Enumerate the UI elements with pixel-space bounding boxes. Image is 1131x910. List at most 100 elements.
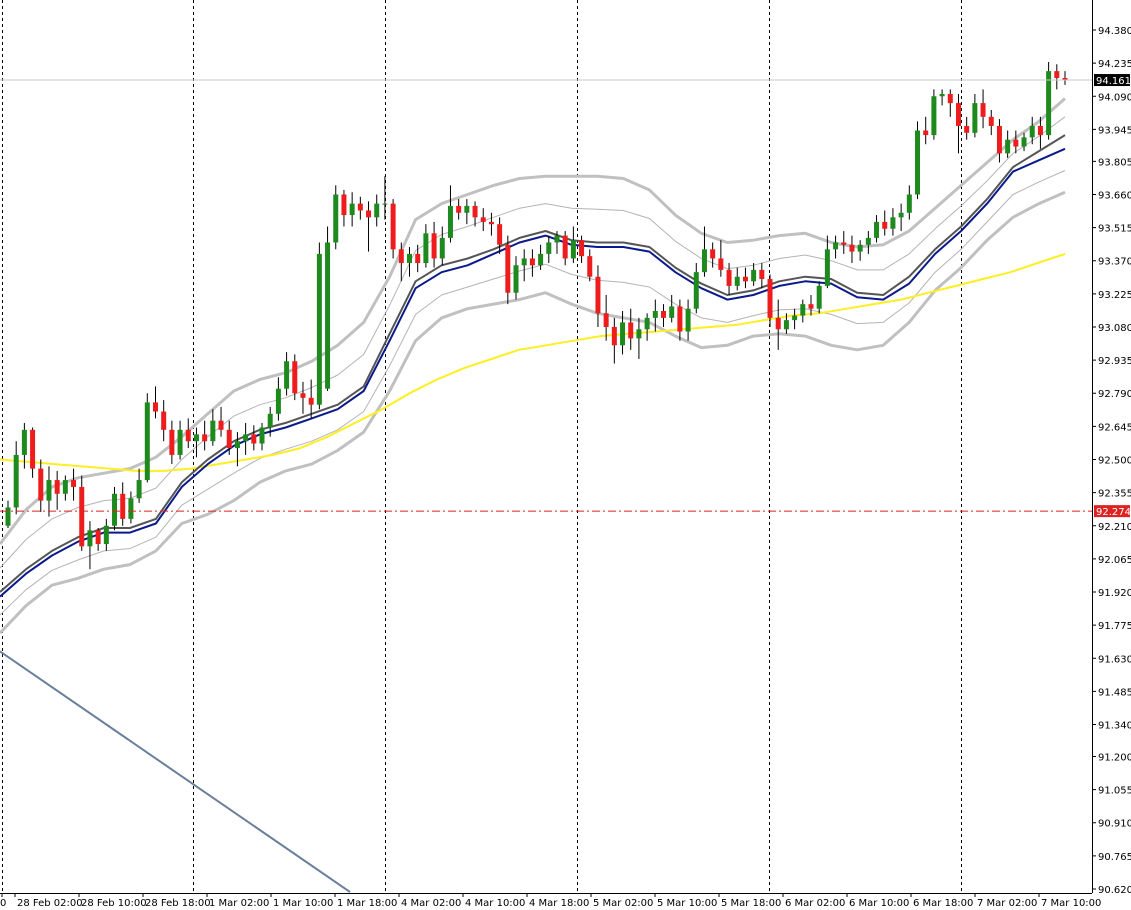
candle[interactable] bbox=[447, 185, 453, 243]
candles[interactable] bbox=[5, 61, 1068, 570]
candle[interactable] bbox=[406, 247, 412, 277]
candle[interactable] bbox=[46, 466, 52, 517]
candle[interactable] bbox=[800, 299, 806, 323]
candle[interactable] bbox=[226, 420, 232, 455]
candle[interactable] bbox=[316, 242, 322, 410]
candle[interactable] bbox=[661, 304, 667, 327]
candle[interactable] bbox=[562, 231, 568, 266]
candle[interactable] bbox=[112, 486, 118, 531]
candle[interactable] bbox=[898, 203, 904, 232]
candle[interactable] bbox=[972, 93, 978, 138]
candle[interactable] bbox=[923, 116, 929, 145]
candle[interactable] bbox=[1054, 64, 1060, 90]
candle[interactable] bbox=[849, 235, 855, 264]
candle[interactable] bbox=[988, 109, 994, 136]
candle[interactable] bbox=[857, 240, 863, 261]
candle[interactable] bbox=[1013, 130, 1019, 154]
candle[interactable] bbox=[955, 93, 961, 154]
candle[interactable] bbox=[300, 381, 306, 414]
candle[interactable] bbox=[759, 263, 765, 289]
candle[interactable] bbox=[505, 235, 511, 305]
candle[interactable] bbox=[521, 249, 527, 282]
candle[interactable] bbox=[456, 199, 462, 220]
candle[interactable] bbox=[497, 217, 503, 254]
candle[interactable] bbox=[939, 89, 945, 106]
candle[interactable] bbox=[144, 393, 150, 483]
candle[interactable] bbox=[5, 500, 11, 529]
candle[interactable] bbox=[906, 185, 912, 220]
trendline[interactable] bbox=[0, 650, 351, 893]
candle[interactable] bbox=[775, 299, 781, 350]
candle[interactable] bbox=[349, 192, 355, 227]
candle[interactable] bbox=[620, 311, 626, 355]
candle[interactable] bbox=[390, 199, 396, 259]
candle[interactable] bbox=[538, 244, 544, 270]
candle[interactable] bbox=[472, 201, 478, 227]
candle[interactable] bbox=[742, 267, 748, 289]
candle[interactable] bbox=[423, 224, 429, 268]
candle[interactable] bbox=[1062, 71, 1068, 85]
candle[interactable] bbox=[685, 299, 691, 341]
candle[interactable] bbox=[62, 475, 68, 501]
candle[interactable] bbox=[202, 420, 208, 451]
candle[interactable] bbox=[1046, 61, 1052, 140]
candle[interactable] bbox=[595, 265, 601, 327]
candle[interactable] bbox=[382, 176, 388, 220]
candle[interactable] bbox=[292, 354, 298, 401]
candle[interactable] bbox=[579, 235, 585, 264]
candle[interactable] bbox=[841, 231, 847, 254]
candle[interactable] bbox=[718, 240, 724, 277]
candle[interactable] bbox=[38, 459, 44, 513]
candle[interactable] bbox=[79, 475, 85, 551]
candle[interactable] bbox=[693, 263, 699, 314]
candle[interactable] bbox=[513, 256, 519, 300]
candle[interactable] bbox=[480, 208, 486, 232]
candle[interactable] bbox=[267, 406, 273, 437]
candle[interactable] bbox=[398, 242, 404, 282]
candle[interactable] bbox=[808, 295, 814, 316]
candle[interactable] bbox=[366, 201, 372, 252]
candle[interactable] bbox=[284, 352, 290, 396]
candle[interactable] bbox=[652, 299, 658, 332]
candle[interactable] bbox=[103, 518, 109, 551]
candle[interactable] bbox=[865, 231, 871, 254]
candle[interactable] bbox=[882, 210, 888, 236]
candle[interactable] bbox=[128, 491, 134, 524]
candle[interactable] bbox=[234, 432, 240, 467]
candle[interactable] bbox=[21, 422, 27, 469]
candle[interactable] bbox=[644, 313, 650, 341]
candle[interactable] bbox=[1037, 116, 1043, 149]
candle[interactable] bbox=[603, 295, 609, 341]
candle[interactable] bbox=[734, 267, 740, 291]
candle[interactable] bbox=[169, 420, 175, 465]
candle[interactable] bbox=[546, 235, 552, 264]
candle[interactable] bbox=[554, 231, 560, 254]
candle[interactable] bbox=[431, 221, 437, 268]
candle[interactable] bbox=[357, 196, 363, 220]
candle[interactable] bbox=[1005, 130, 1011, 158]
candle[interactable] bbox=[611, 317, 617, 364]
candle[interactable] bbox=[783, 313, 789, 334]
candle[interactable] bbox=[259, 422, 265, 451]
candle[interactable] bbox=[710, 242, 716, 268]
candle[interactable] bbox=[333, 185, 339, 250]
candle[interactable] bbox=[185, 418, 191, 449]
candle[interactable] bbox=[54, 470, 60, 510]
candle[interactable] bbox=[177, 420, 183, 460]
candle[interactable] bbox=[136, 468, 142, 503]
candle[interactable] bbox=[792, 308, 798, 330]
candle[interactable] bbox=[439, 226, 445, 266]
candle[interactable] bbox=[964, 116, 970, 140]
candle[interactable] bbox=[243, 422, 249, 455]
candle[interactable] bbox=[915, 121, 921, 200]
candle[interactable] bbox=[488, 212, 494, 236]
candle[interactable] bbox=[890, 208, 896, 236]
candle[interactable] bbox=[570, 226, 576, 264]
candle[interactable] bbox=[193, 427, 199, 458]
candle[interactable] bbox=[767, 274, 773, 327]
candle[interactable] bbox=[833, 235, 839, 259]
candle[interactable] bbox=[325, 226, 331, 391]
candle[interactable] bbox=[95, 528, 101, 551]
candle[interactable] bbox=[1021, 132, 1027, 152]
